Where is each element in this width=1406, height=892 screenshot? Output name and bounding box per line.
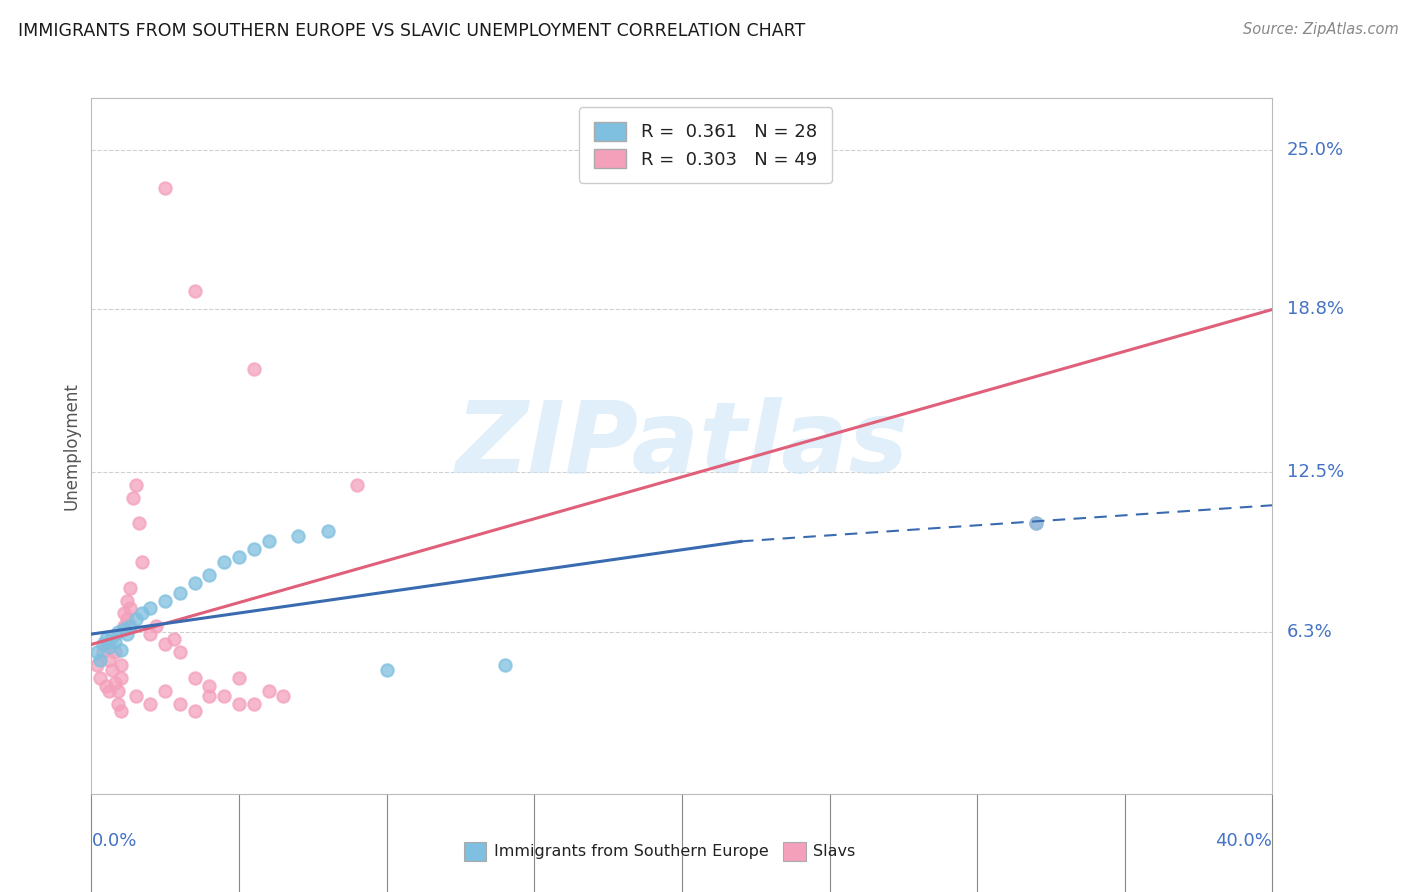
Point	[110, 705, 132, 719]
Point	[115, 627, 138, 641]
Point	[139, 601, 162, 615]
Text: 25.0%: 25.0%	[1286, 141, 1344, 159]
Point	[101, 663, 124, 677]
Text: ZIPatlas: ZIPatlas	[456, 398, 908, 494]
Point	[121, 491, 143, 505]
Point	[107, 697, 129, 711]
Point	[153, 181, 177, 195]
Text: Slavs: Slavs	[813, 844, 855, 859]
Point	[375, 663, 398, 677]
Point	[183, 575, 207, 590]
Point	[107, 624, 129, 639]
Point	[1025, 516, 1047, 531]
Point	[346, 477, 368, 491]
Point	[214, 555, 236, 569]
Point	[118, 581, 141, 595]
Point	[228, 549, 250, 564]
Point	[89, 671, 111, 685]
Point	[169, 697, 191, 711]
Point	[316, 524, 339, 538]
Point	[86, 645, 108, 659]
Text: Immigrants from Southern Europe: Immigrants from Southern Europe	[494, 844, 768, 859]
Point	[101, 630, 124, 644]
Text: IMMIGRANTS FROM SOUTHERN EUROPE VS SLAVIC UNEMPLOYMENT CORRELATION CHART: IMMIGRANTS FROM SOUTHERN EUROPE VS SLAVI…	[18, 22, 806, 40]
Text: Source: ZipAtlas.com: Source: ZipAtlas.com	[1243, 22, 1399, 37]
Point	[257, 683, 280, 698]
Y-axis label: Unemployment: Unemployment	[62, 382, 80, 510]
Point	[214, 689, 236, 703]
Point	[124, 612, 148, 626]
Point	[169, 586, 191, 600]
Point	[110, 671, 132, 685]
Point	[153, 683, 177, 698]
Point	[96, 632, 118, 647]
Point	[243, 542, 266, 557]
Point	[1025, 516, 1047, 531]
Point	[98, 653, 121, 667]
Point	[198, 679, 221, 693]
Point	[104, 635, 127, 649]
Point	[198, 567, 221, 582]
Legend: R =  0.361   N = 28, R =  0.303   N = 49: R = 0.361 N = 28, R = 0.303 N = 49	[579, 107, 831, 183]
Point	[183, 705, 207, 719]
Point	[128, 516, 150, 531]
Point	[243, 361, 266, 376]
Point	[91, 637, 114, 651]
Point	[131, 607, 153, 621]
Text: 6.3%: 6.3%	[1286, 623, 1333, 640]
Point	[110, 658, 132, 673]
Text: 0.0%: 0.0%	[91, 832, 136, 850]
Point	[98, 640, 121, 654]
Text: 40.0%: 40.0%	[1216, 832, 1272, 850]
Point	[96, 679, 118, 693]
Point	[107, 683, 129, 698]
Point	[145, 619, 167, 633]
Point	[112, 619, 135, 633]
Text: 18.8%: 18.8%	[1286, 301, 1344, 318]
Point	[124, 477, 148, 491]
Point	[494, 658, 516, 673]
Point	[96, 637, 118, 651]
Point	[131, 555, 153, 569]
Point	[198, 689, 221, 703]
Point	[153, 637, 177, 651]
Point	[169, 645, 191, 659]
Point	[153, 593, 177, 607]
Point	[112, 607, 135, 621]
Point	[273, 689, 295, 703]
Text: 12.5%: 12.5%	[1286, 463, 1344, 481]
Point	[257, 534, 280, 549]
Point	[118, 601, 141, 615]
Point	[98, 683, 121, 698]
Point	[163, 632, 186, 647]
Point	[139, 697, 162, 711]
Point	[112, 622, 135, 636]
Point	[104, 645, 127, 659]
Point	[287, 529, 309, 543]
Point	[124, 689, 148, 703]
Point	[89, 653, 111, 667]
Point	[183, 671, 207, 685]
Point	[115, 593, 138, 607]
Point	[183, 285, 207, 299]
Point	[228, 697, 250, 711]
Point	[86, 658, 108, 673]
Point	[243, 697, 266, 711]
Point	[104, 676, 127, 690]
Point	[118, 619, 141, 633]
Point	[110, 642, 132, 657]
Point	[115, 612, 138, 626]
Point	[139, 627, 162, 641]
Point	[228, 671, 250, 685]
Point	[91, 645, 114, 659]
